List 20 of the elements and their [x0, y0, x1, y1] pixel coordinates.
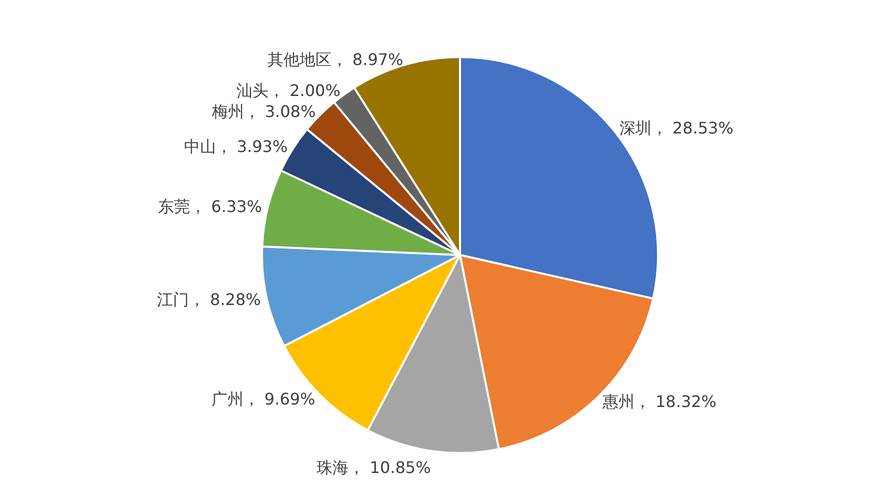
slice-label: 东莞 — [158, 197, 190, 216]
slice-label: 其他地区 — [267, 50, 332, 70]
data-label: ， 28.53% — [651, 118, 734, 138]
data-label: ， 8.97% — [331, 50, 404, 70]
slice-label: 广州 — [211, 390, 244, 409]
data-label: ， 8.28% — [188, 290, 261, 309]
slice-label: 梅州 — [210, 102, 244, 121]
slice-label: 江门 — [156, 290, 189, 309]
slice-label: 中山 — [184, 136, 216, 156]
data-label: ， 3.08% — [244, 102, 316, 121]
data-label: ， 9.69% — [243, 390, 316, 409]
data-label: ， 10.85% — [348, 458, 431, 477]
data-label: ， 3.93% — [216, 136, 288, 156]
slice-label: 深圳 — [619, 118, 652, 138]
data-label: ， 18.32% — [634, 392, 716, 411]
slice-label: 汕头 — [236, 80, 268, 100]
slice-label: 珠海 — [316, 458, 349, 477]
slice-label: 惠州 — [601, 392, 634, 411]
data-label: ， 6.33% — [190, 197, 262, 216]
data-label: ， 2.00% — [268, 80, 340, 100]
